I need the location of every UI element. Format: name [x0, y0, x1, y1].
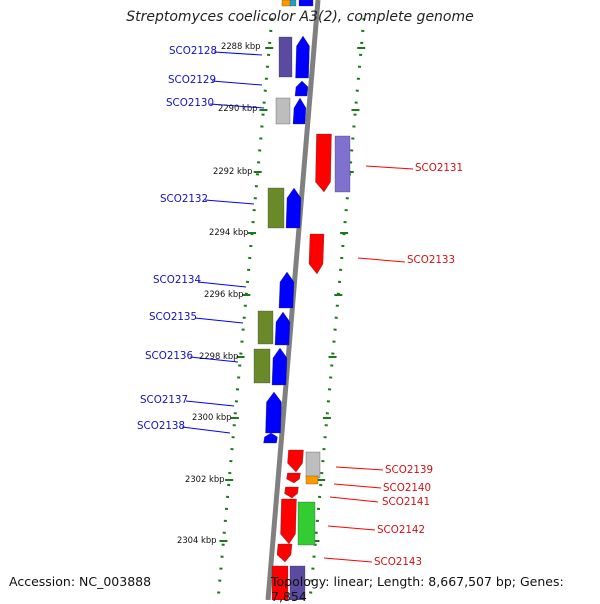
feature-block [289, 0, 297, 7]
gene-label-sco2136[interactable]: SCO2136 [145, 350, 194, 362]
feature-block-sco2131 [334, 135, 351, 193]
leader-line-reverse [333, 483, 382, 489]
genome-title: Streptomyces coelicolor A3(2), complete … [126, 9, 474, 25]
scale-label: 2304 kbp [177, 535, 217, 545]
leader-line-forward [197, 281, 247, 288]
gene-label-sco2137[interactable]: SCO2137 [140, 394, 189, 406]
left-tick-track [216, 17, 274, 600]
gene-arrow-sco2132 [285, 187, 302, 229]
gene-arrow-sco2141 [284, 486, 299, 499]
feature-block-sco2135 [257, 310, 274, 345]
gene-label-sco2138[interactable]: SCO2138 [137, 420, 186, 432]
gene-arrow-sco2133 [308, 233, 325, 275]
leader-line-forward [189, 356, 239, 363]
leader-line-forward [185, 400, 235, 407]
gene-label-sco2135[interactable]: SCO2135 [149, 311, 198, 323]
leader-line-forward [204, 199, 255, 205]
leader-line-reverse [329, 496, 379, 503]
gene-arrow-sco2130 [292, 97, 307, 125]
feature-block-sco2140 [305, 475, 319, 485]
gene-arrow-sco2129 [294, 80, 309, 97]
leader-line-reverse [365, 165, 414, 170]
scale-label: 2302 kbp [185, 474, 225, 484]
gene-arrow-sco2142 [280, 498, 297, 545]
gene-arrow-sco2135 [274, 311, 291, 346]
feature-block-sco2130 [275, 97, 291, 125]
leader-line-forward [209, 103, 265, 109]
gene-arrow-sco2140 [286, 472, 301, 484]
gene-label-sco2129[interactable]: SCO2129 [168, 74, 217, 86]
gene-label-sco2131[interactable]: SCO2131 [415, 162, 464, 174]
gene-arrow-sco2131 [315, 133, 332, 193]
scale-label: 2292 kbp [213, 166, 253, 176]
gene-arrow-sco2134 [278, 271, 295, 309]
feature-block [281, 0, 292, 7]
leader-line-forward [194, 317, 244, 324]
feature-block [289, 565, 306, 600]
gene-label-sco2143[interactable]: SCO2143 [374, 556, 423, 568]
leader-line-forward [213, 51, 263, 56]
feature-block-sco2128 [278, 36, 293, 78]
feature-block [271, 565, 289, 600]
scale-label: 2300 kbp [192, 412, 232, 422]
right-tick-track [308, 17, 366, 600]
gene-label-sco2133[interactable]: SCO2133 [407, 254, 456, 266]
gene-arrow-sco2138 [263, 432, 278, 444]
feature-block-sco2139 [305, 451, 321, 479]
gene-label-sco2141[interactable]: SCO2141 [382, 496, 431, 508]
scale-label: 2298 kbp [199, 351, 239, 361]
scale-label: 2290 kbp [218, 103, 258, 113]
scale-label: 2294 kbp [209, 227, 249, 237]
gene-label-sco2132[interactable]: SCO2132 [160, 193, 209, 205]
leader-line-forward [181, 426, 231, 434]
gene-arrow-sco2128 [295, 35, 310, 79]
gene-arrow-sco2143 [276, 543, 293, 563]
scale-label: 2288 kbp [221, 41, 261, 51]
leader-line-reverse [327, 525, 376, 531]
leader-line-reverse [323, 557, 373, 563]
gene-label-sco2142[interactable]: SCO2142 [377, 524, 426, 536]
gene-label-sco2134[interactable]: SCO2134 [153, 274, 202, 286]
gene-arrow-sco2136 [271, 347, 288, 386]
feature-block-sco2136 [253, 348, 271, 384]
leader-line-reverse [335, 466, 384, 471]
gene-arrow-sco2137 [265, 391, 282, 434]
feature-block [298, 0, 314, 7]
gene-label-sco2130[interactable]: SCO2130 [166, 97, 215, 109]
leader-line-forward [211, 80, 263, 86]
feature-block-sco2142 [297, 501, 316, 546]
gene-label-sco2140[interactable]: SCO2140 [383, 482, 432, 494]
scale-label: 2296 kbp [204, 289, 244, 299]
gene-label-sco2139[interactable]: SCO2139 [385, 464, 434, 476]
gene-label-sco2128[interactable]: SCO2128 [169, 45, 218, 57]
accession-text: Accession: NC_003888 [9, 574, 152, 589]
leader-line-reverse [357, 257, 406, 263]
gene-arrow-sco2139 [287, 449, 304, 473]
feature-block-sco2132 [267, 187, 285, 229]
